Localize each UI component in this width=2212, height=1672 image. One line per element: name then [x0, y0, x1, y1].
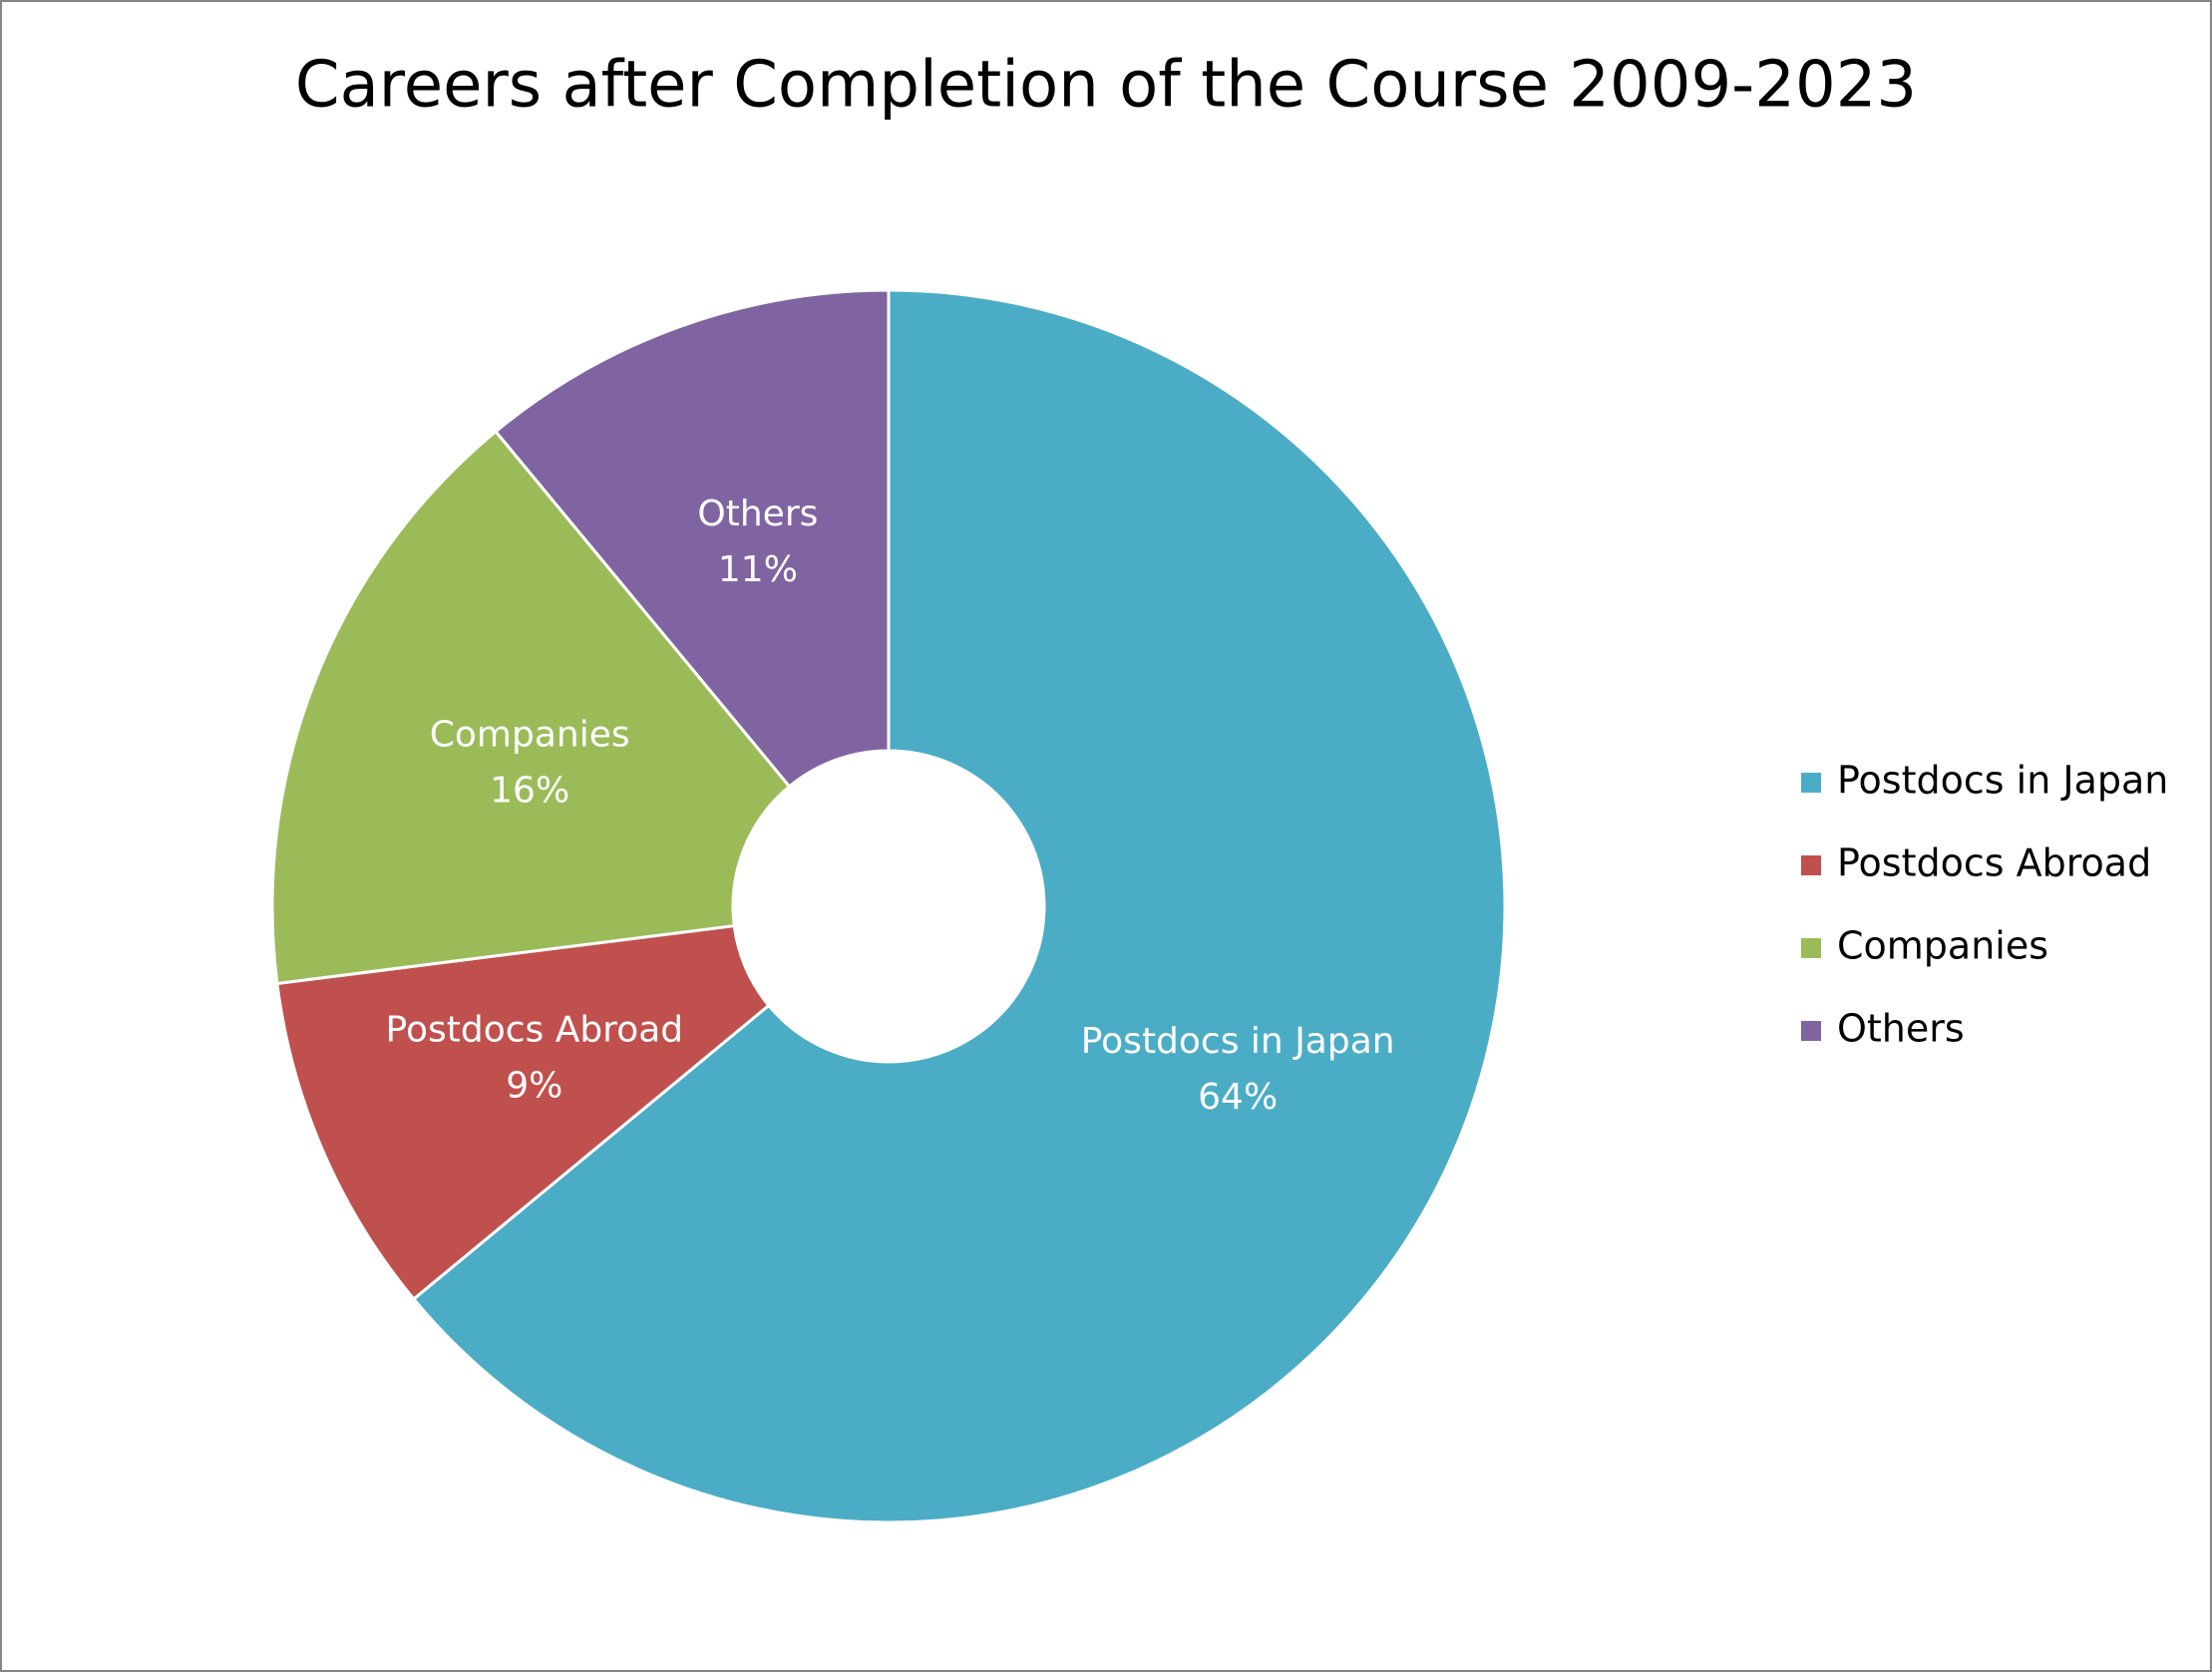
legend-label: Postdocs in Japan — [1837, 759, 2168, 803]
donut-slice — [270, 429, 792, 986]
data-label-name: Companies — [430, 715, 630, 756]
legend-swatch — [1801, 773, 1821, 793]
legend-swatch — [1801, 938, 1821, 958]
legend-swatch — [1801, 855, 1821, 875]
data-label-name: Postdocs Abroad — [386, 1010, 684, 1051]
legend-label: Companies — [1837, 924, 2048, 968]
data-label-value: 11% — [718, 549, 798, 590]
donut-slice — [411, 288, 1507, 1524]
legend-label: Others — [1837, 1007, 1965, 1051]
data-label-name: Postdocs in Japan — [1081, 1021, 1395, 1062]
data-label-value: 64% — [1198, 1077, 1278, 1118]
data-label-value: 16% — [490, 771, 569, 812]
chart-title: Careers after Completion of the Course 2… — [295, 49, 1917, 123]
donut-slice — [493, 288, 891, 789]
data-label-value: 9% — [506, 1066, 562, 1107]
legend-label: Postdocs Abroad — [1837, 841, 2151, 885]
donut-slice — [275, 923, 771, 1302]
data-label-name: Others — [697, 494, 818, 534]
legend-swatch — [1801, 1021, 1821, 1041]
